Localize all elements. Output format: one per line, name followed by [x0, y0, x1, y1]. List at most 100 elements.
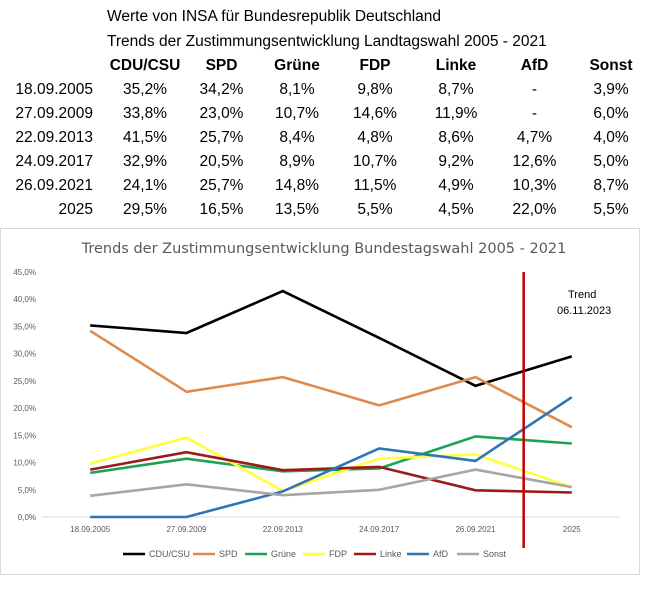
- table-cell: 4,0%: [593, 129, 629, 146]
- table-cell: 5,5%: [357, 201, 393, 218]
- table-cell: 20,5%: [199, 153, 244, 170]
- table-cell: 8,1%: [279, 81, 315, 98]
- row-date: 26.09.2021: [15, 177, 93, 194]
- table-cell: 11,9%: [434, 105, 478, 122]
- table-cell: 8,7%: [438, 81, 474, 98]
- table-cell: 14,8%: [275, 177, 319, 194]
- table-cell: 4,7%: [516, 129, 553, 146]
- trend-label: Trend: [568, 289, 596, 301]
- header-line-2: Trends der Zustimmungsentwicklung Landta…: [107, 33, 547, 50]
- column-header: Grüne: [274, 57, 320, 74]
- trend-annotation: Trend 06.11.2023: [522, 272, 611, 548]
- table-cell: 41,5%: [123, 129, 167, 146]
- table-cell: 35,2%: [123, 81, 167, 98]
- series-line-spd: [89, 329, 573, 429]
- row-date: 18.09.2005: [15, 81, 93, 98]
- table-row: 24.09.2017 32,9% 20,5% 8,9% 10,7% 9,2% 1…: [0, 150, 651, 174]
- table-cell: 8,6%: [438, 129, 474, 146]
- table-header-row: CDU/CSU SPD Grüne FDP Linke AfD Sonst: [0, 54, 651, 78]
- x-tick-label: 22.09.2013: [263, 525, 304, 534]
- table-cell: 22,0%: [512, 201, 557, 218]
- table-cell: 32,9%: [123, 153, 167, 170]
- table-cell: 5,0%: [593, 153, 629, 170]
- table-row: 2025 29,5% 16,5% 13,5% 5,5% 4,5% 22,0% 5…: [0, 198, 651, 222]
- table-cell: 12,6%: [512, 153, 557, 170]
- series-line-cdu-csu: [90, 289, 573, 388]
- x-tick-label: 24.09.2017: [359, 525, 400, 534]
- y-tick-label: 15,0%: [13, 431, 36, 440]
- table-cell: 4,9%: [438, 177, 474, 194]
- legend-label: SPD: [219, 549, 238, 559]
- line-chart: Trends der Zustimmungsentwicklung Bundes…: [0, 228, 640, 575]
- column-header: Linke: [435, 57, 477, 74]
- series-line-sonst: [90, 468, 573, 498]
- table-cell: 34,2%: [199, 81, 244, 98]
- y-tick-label: 35,0%: [13, 322, 36, 331]
- table-corner: [0, 54, 105, 78]
- legend-label: Sonst: [483, 549, 507, 559]
- table-cell: 16,5%: [199, 201, 244, 218]
- table-cell: 3,9%: [593, 81, 629, 98]
- legend-label: CDU/CSU: [149, 549, 190, 559]
- legend-label: FDP: [329, 549, 347, 559]
- y-tick-label: 40,0%: [13, 295, 36, 304]
- y-tick-label: 45,0%: [13, 268, 36, 277]
- y-axis: 0,0% 5,0% 10,0% 15,0% 20,0% 25,0% 30,0% 35,0% 40…: [13, 268, 36, 522]
- column-header: SPD: [205, 57, 238, 74]
- table-cell: 10,7%: [353, 153, 397, 170]
- legend: CDU/CSU SPD Grüne FDP Linke AfD Sonst: [123, 549, 507, 559]
- series-lines: [89, 289, 573, 519]
- header-line-1: Werte von INSA für Bundesrepublik Deutsc…: [107, 8, 442, 25]
- data-table: CDU/CSU SPD Grüne FDP Linke AfD Sonst 18…: [0, 54, 651, 222]
- y-tick-label: 25,0%: [13, 377, 36, 386]
- column-header: AfD: [520, 57, 549, 74]
- series-line-fdp: [89, 436, 573, 493]
- row-date: 27.09.2009: [15, 105, 93, 122]
- y-tick-label: 20,0%: [13, 404, 36, 413]
- table-cell: 8,7%: [593, 177, 629, 194]
- table-cell: 23,0%: [199, 105, 244, 122]
- table-cell: 8,4%: [279, 129, 315, 146]
- table-cell: 11,5%: [353, 177, 397, 194]
- table-cell: 10,3%: [512, 177, 557, 194]
- table-cell: -: [531, 105, 538, 122]
- legend-label: Grüne: [271, 549, 296, 559]
- column-header: CDU/CSU: [109, 57, 181, 74]
- row-date: 22.09.2013: [15, 129, 93, 146]
- column-header: Sonst: [589, 57, 633, 74]
- x-axis: 18.09.2005 27.09.2009 22.09.2013 24.09.2017…: [70, 525, 581, 534]
- table-cell: 33,8%: [123, 105, 167, 122]
- table-cell: 6,0%: [593, 105, 629, 122]
- x-tick-label: 27.09.2009: [166, 525, 207, 534]
- table-cell: -: [531, 81, 538, 98]
- series-line-afd: [90, 396, 573, 519]
- table-row: 26.09.2021 24,1% 25,7% 14,8% 11,5% 4,9% …: [0, 174, 651, 198]
- chart-frame: [0, 228, 640, 575]
- table-cell: 13,5%: [275, 201, 319, 218]
- x-tick-label: 18.09.2005: [70, 525, 111, 534]
- table-cell: 4,5%: [438, 201, 474, 218]
- table-cell: 25,7%: [199, 129, 244, 146]
- table-cell: 4,8%: [357, 129, 393, 146]
- table-row: 22.09.2013 41,5% 25,7% 8,4% 4,8% 8,6% 4,…: [0, 126, 651, 150]
- table-cell: 14,6%: [353, 105, 397, 122]
- row-date: 2025: [58, 201, 93, 218]
- table-cell: 9,2%: [438, 153, 474, 170]
- table-row: 18.09.2005 35,2% 34,2% 8,1% 9,8% 8,7% - …: [0, 78, 651, 102]
- row-date: 24.09.2017: [15, 153, 93, 170]
- legend-label: Linke: [380, 549, 402, 559]
- chart-title: Trends der Zustimmungsentwicklung Bundes…: [81, 241, 567, 257]
- table-cell: 8,9%: [279, 153, 315, 170]
- y-tick-label: 30,0%: [13, 350, 36, 359]
- legend-label: AfD: [433, 549, 449, 559]
- table-cell: 5,5%: [593, 201, 629, 218]
- trend-date: 06.11.2023: [557, 305, 611, 317]
- table-cell: 24,1%: [123, 177, 167, 194]
- table-cell: 10,7%: [275, 105, 319, 122]
- table-cell: 29,5%: [123, 201, 167, 218]
- x-tick-label: 2025: [563, 525, 581, 534]
- column-header: FDP: [359, 57, 391, 74]
- table-row: 27.09.2009 33,8% 23,0% 10,7% 14,6% 11,9%…: [0, 102, 651, 126]
- table-cell: 9,8%: [357, 81, 393, 98]
- y-tick-label: 10,0%: [13, 459, 36, 468]
